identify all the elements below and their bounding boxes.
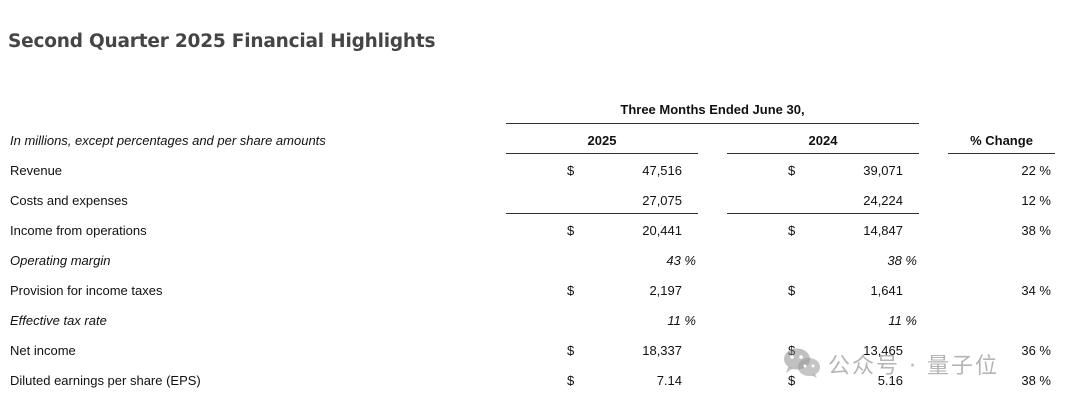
value-2025: 18,337	[642, 343, 682, 358]
value-2024: 39,071	[863, 163, 903, 178]
dollar-sign-2025: $	[567, 163, 575, 178]
percent-change: 36 %	[1021, 343, 1051, 358]
value-2025: 27,075	[642, 193, 682, 208]
percent-change: 38 %	[1021, 223, 1051, 238]
header-underline-2025	[506, 153, 698, 154]
subtotal-rule-2025	[506, 213, 698, 214]
column-header-2025: 2025	[587, 133, 617, 148]
period-underline	[506, 123, 919, 124]
table-row-effective-tax-rate: Effective tax rate 11 % 11 %	[0, 313, 1080, 333]
dollar-sign-2025: $	[567, 373, 575, 388]
value-2024: 14,847	[863, 223, 903, 238]
dollar-sign-2025: $	[567, 343, 575, 358]
column-header-change: % Change	[970, 133, 1033, 148]
table-row-diluted-eps: Diluted earnings per share (EPS) $ 7.14 …	[0, 373, 1080, 393]
dollar-sign-2025: $	[567, 283, 575, 298]
value-2025: 20,441	[642, 223, 682, 238]
percent-change: 34 %	[1021, 283, 1051, 298]
dollar-sign-2024: $	[788, 163, 796, 178]
value-2024: 13,465	[863, 343, 903, 358]
row-label: Effective tax rate	[10, 313, 107, 328]
value-2024: 38 %	[887, 253, 917, 268]
percent-change: 38 %	[1021, 373, 1051, 388]
row-label: Revenue	[10, 163, 63, 178]
row-label: Income from operations	[10, 223, 147, 238]
header-underline-2024	[727, 153, 919, 154]
row-label: Costs and expenses	[10, 193, 128, 208]
value-2025: 2,197	[649, 283, 682, 298]
dollar-sign-2024: $	[788, 373, 796, 388]
watermark-text: 公众号 · 量子位	[828, 354, 999, 379]
value-2024: 11 %	[888, 313, 917, 328]
row-label: Operating margin	[10, 253, 111, 268]
table-row-net-income: Net income $ 18,337 $ 13,465 36 %	[0, 343, 1080, 363]
table-row-income-from-operations: Income from operations $ 20,441 $ 14,847…	[0, 223, 1080, 243]
column-header-2024: 2024	[808, 133, 838, 148]
dollar-sign-2025: $	[567, 223, 575, 238]
row-label: Net income	[10, 343, 76, 358]
watermark: 公众号 · 量子位	[782, 343, 1080, 379]
page-title: Second Quarter 2025 Financial Highlights	[8, 31, 436, 52]
value-2024: 24,224	[863, 193, 903, 208]
percent-change: 22 %	[1021, 163, 1051, 178]
percent-change: 12 %	[1021, 193, 1051, 208]
subtotal-rule-2024	[727, 213, 919, 214]
row-label: Diluted earnings per share (EPS)	[10, 373, 201, 388]
table-row-provision-for-income-taxes: Provision for income taxes $ 2,197 $ 1,6…	[0, 283, 1080, 303]
table-row-operating-margin: Operating margin 43 % 38 %	[0, 253, 1080, 273]
row-label: Provision for income taxes	[10, 283, 163, 298]
wechat-icon	[782, 347, 822, 379]
value-2024: 5.16	[877, 373, 903, 388]
dollar-sign-2024: $	[788, 223, 796, 238]
table-row-revenue: Revenue $ 47,516 $ 39,071 22 %	[0, 163, 1080, 183]
table-row-costs: Costs and expenses 27,075 24,224 12 %	[0, 193, 1080, 213]
value-2025: 11 %	[667, 313, 696, 328]
period-header: Three Months Ended June 30,	[620, 102, 805, 117]
value-2025: 43 %	[666, 253, 696, 268]
header-underline-change	[948, 153, 1055, 154]
dollar-sign-2024: $	[788, 283, 796, 298]
value-2024: 1,641	[870, 283, 903, 298]
value-2025: 7.14	[656, 373, 682, 388]
value-2025: 47,516	[642, 163, 682, 178]
table-subtitle: In millions, except percentages and per …	[10, 133, 326, 148]
